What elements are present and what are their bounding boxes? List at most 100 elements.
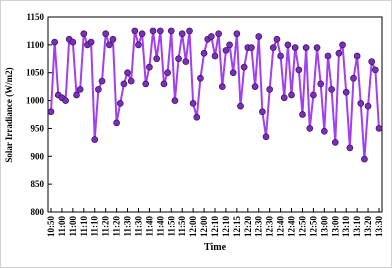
marker xyxy=(320,127,328,135)
x-tick-label: 12:30 xyxy=(254,216,264,237)
x-tick-label: 12:50 xyxy=(308,216,318,237)
y-axis-label: Solar Irradiance (W/m2) xyxy=(4,67,14,162)
marker xyxy=(208,33,215,40)
marker xyxy=(200,49,208,57)
marker xyxy=(255,33,263,40)
x-tick-label: 11:50 xyxy=(177,216,187,237)
x-tick-label: 13:00 xyxy=(330,216,340,237)
x-tick-label: 12:30 xyxy=(265,216,275,237)
marker xyxy=(302,44,310,51)
x-tick-label: 11:10 xyxy=(79,216,89,237)
marker xyxy=(105,41,113,49)
x-tick-label: 13:30 xyxy=(374,216,384,237)
marker xyxy=(109,35,117,43)
marker xyxy=(342,88,350,96)
marker xyxy=(80,30,88,38)
marker xyxy=(251,83,259,90)
marker xyxy=(175,55,182,63)
marker xyxy=(284,41,292,49)
marker xyxy=(280,94,288,102)
marker xyxy=(164,69,171,77)
marker xyxy=(215,30,222,38)
marker xyxy=(87,38,95,46)
x-tick-label: 12:00 xyxy=(199,216,209,237)
marker xyxy=(331,139,339,146)
marker xyxy=(273,35,281,43)
marker xyxy=(291,44,299,51)
marker xyxy=(226,41,233,49)
marker xyxy=(313,44,321,51)
marker xyxy=(262,133,270,141)
marker xyxy=(189,100,197,107)
marker xyxy=(237,102,244,110)
marker xyxy=(160,80,168,88)
marker xyxy=(269,44,277,51)
marker xyxy=(357,100,365,107)
marker xyxy=(156,27,164,35)
marker xyxy=(372,66,379,74)
marker xyxy=(295,66,303,74)
marker xyxy=(317,80,325,88)
marker xyxy=(375,125,383,132)
marker xyxy=(240,63,248,71)
x-tick-label: 11:30 xyxy=(123,216,133,237)
marker xyxy=(222,47,230,54)
y-tick-label: 900 xyxy=(31,151,45,161)
marker xyxy=(113,119,120,127)
x-tick-label: 11:20 xyxy=(112,216,122,237)
marker xyxy=(328,86,335,93)
marker xyxy=(229,69,237,77)
marker xyxy=(102,30,110,38)
x-tick-label: 11:10 xyxy=(90,216,100,237)
y-tick-label: 850 xyxy=(31,179,45,189)
marker xyxy=(339,41,346,49)
y-tick-label: 950 xyxy=(31,123,45,133)
marker xyxy=(146,63,153,71)
marker xyxy=(120,80,128,88)
marker xyxy=(197,74,204,82)
marker xyxy=(51,38,58,46)
x-tick-label: 12:40 xyxy=(276,216,286,237)
marker xyxy=(178,30,186,38)
marker xyxy=(288,91,295,99)
marker xyxy=(299,111,306,118)
x-tick-label: 11:40 xyxy=(155,216,165,237)
x-tick-label: 10:50 xyxy=(46,216,56,237)
marker xyxy=(353,52,361,60)
y-tick-label: 1100 xyxy=(26,40,44,50)
x-tick-label: 13:10 xyxy=(341,216,351,237)
x-tick-label: 13:20 xyxy=(363,216,373,237)
y-tick-label: 1000 xyxy=(26,96,45,106)
x-tick-label: 11:20 xyxy=(101,216,111,237)
marker xyxy=(364,102,372,110)
marker xyxy=(259,108,266,116)
marker xyxy=(218,83,226,90)
x-tick-label: 12:40 xyxy=(287,216,297,237)
marker xyxy=(116,100,124,107)
marker xyxy=(142,80,150,88)
marker xyxy=(47,108,55,116)
marker xyxy=(69,38,77,46)
marker xyxy=(167,27,175,35)
marker xyxy=(350,74,357,82)
marker xyxy=(171,97,179,104)
marker xyxy=(248,44,255,51)
marker xyxy=(233,30,241,38)
marker xyxy=(73,91,80,99)
x-axis-label: Time xyxy=(204,242,227,253)
y-tick-label: 1150 xyxy=(26,12,44,22)
x-tick-label: 12:10 xyxy=(221,216,231,237)
marker xyxy=(361,155,368,163)
y-tick-label: 800 xyxy=(31,207,45,217)
x-tick-label: 12:15 xyxy=(232,216,242,237)
y-tick-label: 1050 xyxy=(26,68,45,78)
x-tick-label: 11:00 xyxy=(57,216,67,237)
marker xyxy=(131,27,139,35)
marker xyxy=(368,58,376,65)
x-tick-label: 12:00 xyxy=(188,216,198,237)
marker xyxy=(346,144,354,152)
x-tick-label: 12:20 xyxy=(243,216,253,237)
marker xyxy=(182,58,190,65)
